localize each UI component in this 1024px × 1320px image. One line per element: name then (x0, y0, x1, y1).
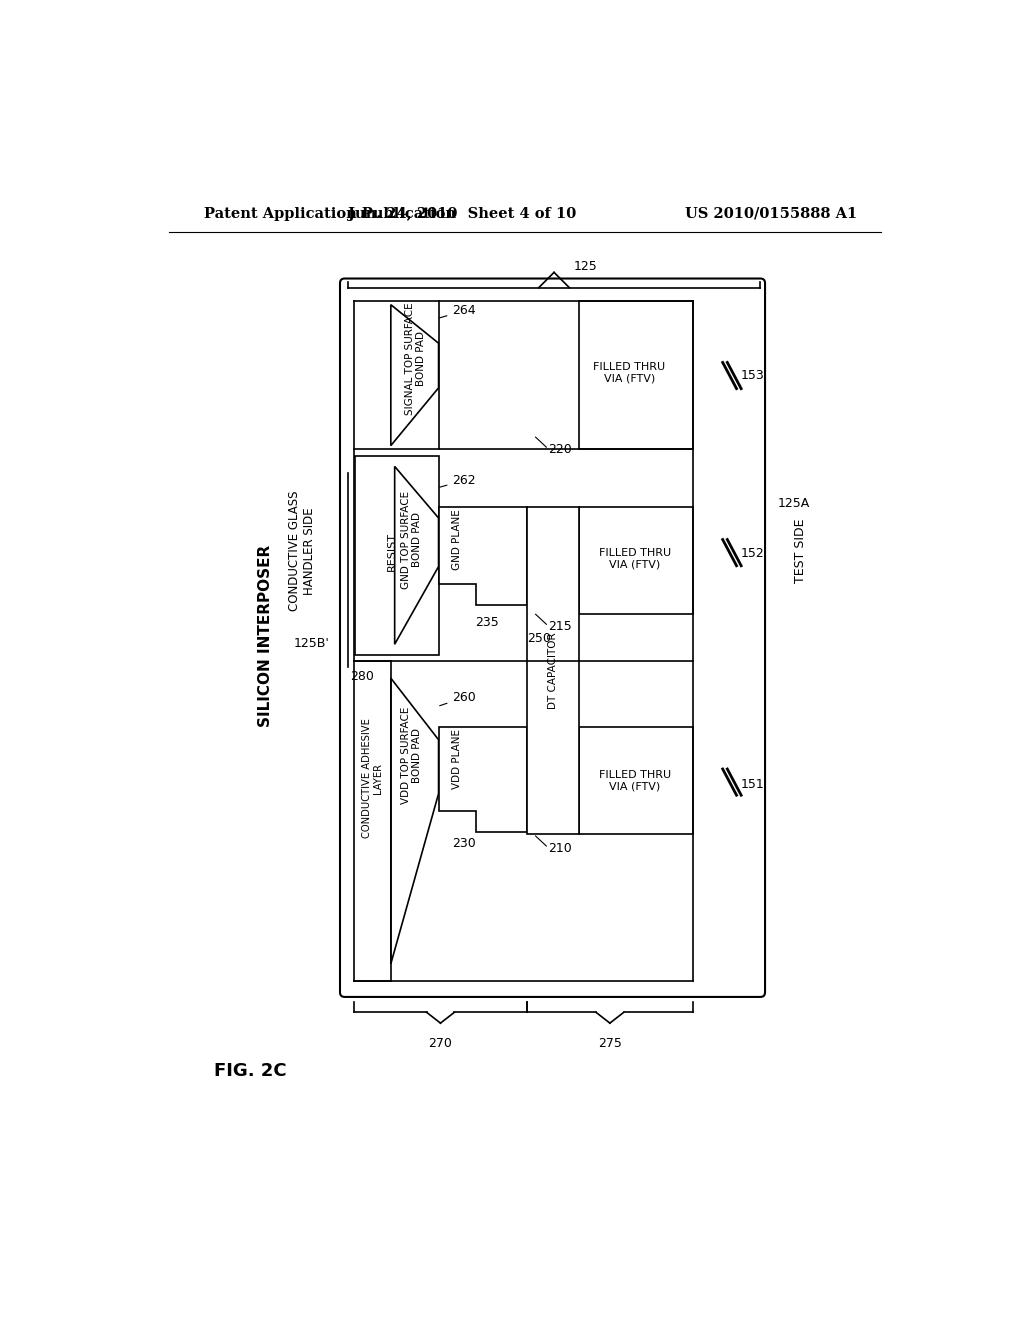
Text: TEST SIDE: TEST SIDE (794, 519, 807, 583)
Text: 152: 152 (741, 546, 765, 560)
Text: 250: 250 (527, 631, 551, 644)
Text: 260: 260 (439, 690, 476, 706)
Text: 262: 262 (439, 474, 476, 487)
Polygon shape (579, 301, 692, 449)
Text: GND PLANE: GND PLANE (452, 510, 462, 570)
Text: FILLED THRU
VIA (FTV): FILLED THRU VIA (FTV) (594, 362, 666, 383)
Text: 125: 125 (573, 260, 597, 273)
Text: Jun. 24, 2010  Sheet 4 of 10: Jun. 24, 2010 Sheet 4 of 10 (347, 207, 575, 220)
Text: FILLED THRU
VIA (FTV): FILLED THRU VIA (FTV) (599, 548, 671, 570)
Text: 215: 215 (548, 620, 571, 634)
Text: SIGNAL TOP SURFACE
BOND PAD: SIGNAL TOP SURFACE BOND PAD (404, 302, 426, 414)
Text: 153: 153 (741, 370, 765, 381)
Text: 125B': 125B' (293, 638, 330, 649)
Text: 270: 270 (429, 1038, 453, 1049)
Polygon shape (394, 466, 438, 644)
Text: VDD TOP SURFACE
BOND PAD: VDD TOP SURFACE BOND PAD (400, 706, 423, 804)
Text: VDD PLANE: VDD PLANE (452, 729, 462, 789)
Text: 280: 280 (350, 671, 374, 684)
Text: US 2010/0155888 A1: US 2010/0155888 A1 (685, 207, 857, 220)
Polygon shape (355, 455, 438, 655)
Polygon shape (527, 507, 579, 834)
Polygon shape (438, 726, 527, 832)
Text: 275: 275 (598, 1038, 622, 1049)
FancyBboxPatch shape (340, 279, 765, 997)
Text: RESIST: RESIST (387, 532, 397, 570)
Text: GND TOP SURFACE
BOND PAD: GND TOP SURFACE BOND PAD (400, 491, 423, 589)
Polygon shape (391, 678, 438, 964)
Text: Patent Application Publication: Patent Application Publication (204, 207, 456, 220)
Polygon shape (438, 507, 527, 605)
Text: 220: 220 (548, 444, 571, 455)
Text: FILLED THRU
VIA (FTV): FILLED THRU VIA (FTV) (599, 770, 671, 792)
Text: SILICON INTERPOSER: SILICON INTERPOSER (258, 545, 272, 727)
Text: 230: 230 (453, 837, 476, 850)
Text: FIG. 2C: FIG. 2C (214, 1061, 287, 1080)
Text: 125A: 125A (777, 496, 810, 510)
Polygon shape (391, 305, 438, 446)
Polygon shape (579, 507, 692, 614)
Text: CONDUCTIVE GLASS
HANDLER SIDE: CONDUCTIVE GLASS HANDLER SIDE (289, 491, 316, 611)
Text: 264: 264 (439, 305, 476, 318)
Text: 235: 235 (475, 616, 500, 630)
Text: 151: 151 (741, 777, 765, 791)
Text: 210: 210 (548, 842, 571, 855)
Text: CONDUCTIVE ADHESIVE
LAYER: CONDUCTIVE ADHESIVE LAYER (361, 718, 383, 838)
Text: DT CAPACITOR: DT CAPACITOR (548, 632, 558, 709)
Polygon shape (579, 726, 692, 834)
